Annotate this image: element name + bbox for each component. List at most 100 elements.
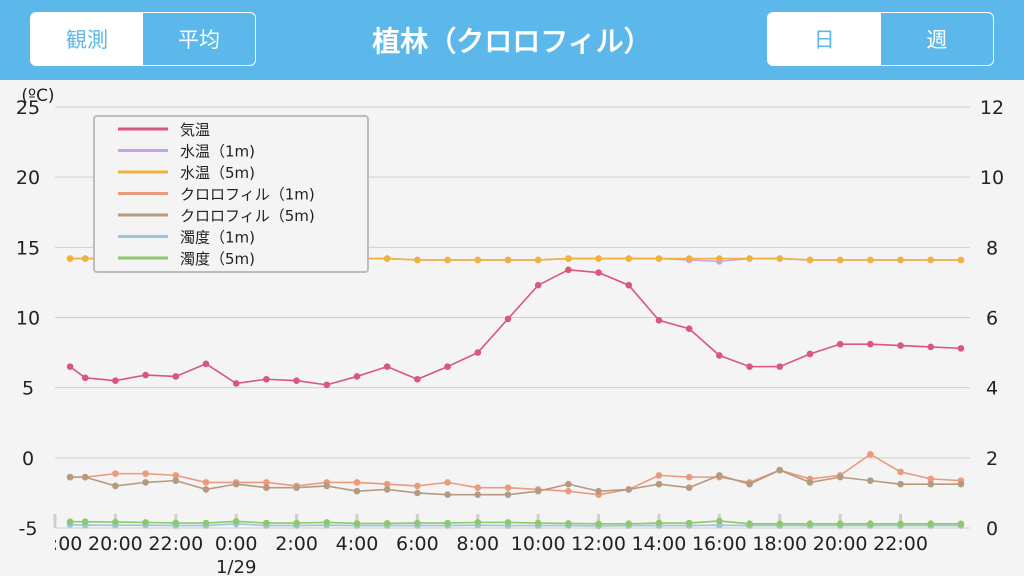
- x-axis-labels: 18:00 20:00 22:00 0:00 2:00 4:00 6:00 8:00 10:00…: [28, 533, 928, 555]
- tab-observation[interactable]: 観測: [31, 13, 143, 65]
- data-point: [504, 256, 512, 264]
- data-point: [112, 482, 119, 490]
- data-point: [625, 281, 633, 289]
- data-point: [565, 266, 572, 274]
- data-point: [655, 480, 663, 488]
- data-point: [353, 520, 361, 527]
- data-point: [81, 518, 89, 525]
- data-point: [625, 520, 633, 528]
- legend-label: 濁度（1m): [180, 229, 255, 247]
- data-point: [353, 487, 361, 495]
- data-point: [897, 342, 904, 349]
- x-axis-tick-label: 2:00: [275, 533, 318, 555]
- legend-label: 気温: [180, 121, 210, 139]
- data-point: [383, 255, 391, 262]
- left-axis-tick-label: 15: [16, 237, 40, 259]
- series-4: [66, 466, 965, 498]
- data-point: [142, 479, 149, 486]
- data-point: [746, 363, 753, 370]
- data-point: [414, 375, 421, 383]
- data-point: [806, 479, 814, 486]
- tab-week[interactable]: 週: [926, 28, 948, 52]
- data-point: [897, 256, 904, 264]
- data-point: [776, 520, 784, 528]
- data-point: [66, 518, 74, 525]
- x-axis-tick-label: 4:00: [336, 533, 379, 555]
- data-point: [867, 451, 874, 458]
- legend-label: 濁度（5m): [180, 250, 255, 268]
- data-point: [565, 480, 572, 488]
- x-axis-tick-label: 8:00: [456, 533, 499, 555]
- data-point: [414, 256, 421, 264]
- data-point: [565, 520, 572, 527]
- data-point: [565, 487, 572, 495]
- data-point: [142, 519, 149, 526]
- data-point: [655, 519, 663, 527]
- left-axis-tick-label: 5: [22, 378, 34, 400]
- x-axis-tick-label: 6:00: [396, 533, 439, 555]
- data-point: [142, 371, 149, 379]
- data-point: [474, 519, 482, 526]
- data-point: [112, 377, 119, 384]
- x-axis-tick-label: 22:00: [148, 533, 203, 555]
- data-point: [474, 349, 482, 356]
- data-point: [112, 470, 119, 477]
- data-point: [232, 518, 240, 525]
- data-point: [81, 473, 89, 481]
- x-axis-tick-label: 20:00: [88, 533, 143, 555]
- data-point: [534, 487, 542, 495]
- data-point: [534, 519, 542, 527]
- data-point: [655, 317, 663, 324]
- tab-average[interactable]: 平均: [178, 28, 220, 52]
- data-point: [383, 480, 391, 488]
- data-point: [565, 255, 572, 262]
- data-point: [172, 477, 180, 484]
- x-axis-tick-label: 12:00: [571, 533, 626, 555]
- x-axis-tick-label: 18:00: [28, 533, 83, 555]
- data-point: [927, 520, 935, 528]
- data-point: [444, 519, 451, 527]
- series-line: [69, 268, 961, 386]
- right-axis-tick-label: 2: [986, 448, 998, 470]
- data-point: [655, 472, 663, 479]
- right-axis-tick-label: 6: [986, 308, 998, 330]
- data-point: [444, 479, 451, 486]
- data-point: [595, 520, 602, 528]
- data-point: [927, 256, 935, 264]
- data-point: [414, 489, 421, 497]
- x-axis-tick-label: 14:00: [632, 533, 687, 555]
- data-point: [806, 350, 814, 358]
- data-point: [685, 325, 693, 333]
- data-point: [957, 345, 965, 352]
- data-point: [836, 520, 844, 528]
- data-point: [353, 479, 361, 486]
- data-point: [474, 256, 482, 264]
- x-axis-date-label: 1/29: [216, 557, 256, 576]
- data-point: [776, 363, 784, 370]
- left-axis-tick-label: 25: [16, 97, 40, 119]
- data-point: [383, 363, 391, 370]
- data-point: [444, 363, 451, 370]
- data-point: [172, 472, 180, 479]
- data-point: [957, 480, 965, 488]
- tab-day[interactable]: 日: [768, 13, 881, 65]
- data-point: [383, 486, 391, 493]
- app-header: 観測 平均 植林（クロロフィル） 日 週: [0, 0, 1024, 80]
- data-point: [474, 484, 482, 491]
- x-axis-tick-label: 22:00: [873, 533, 928, 555]
- left-axis-tick-label: 20: [16, 167, 40, 189]
- data-point: [66, 363, 74, 370]
- data-point: [776, 466, 784, 474]
- data-point: [414, 519, 421, 527]
- data-point: [66, 255, 74, 262]
- data-point: [232, 480, 240, 488]
- data-point: [293, 519, 300, 527]
- data-point: [504, 484, 512, 491]
- x-axis-tick-label: 18:00: [752, 533, 807, 555]
- page-title: 植林（クロロフィル）: [372, 25, 652, 58]
- left-axis-tick-label: -5: [19, 518, 38, 540]
- data-point: [927, 480, 935, 488]
- data-point: [293, 377, 300, 384]
- data-point: [836, 256, 844, 264]
